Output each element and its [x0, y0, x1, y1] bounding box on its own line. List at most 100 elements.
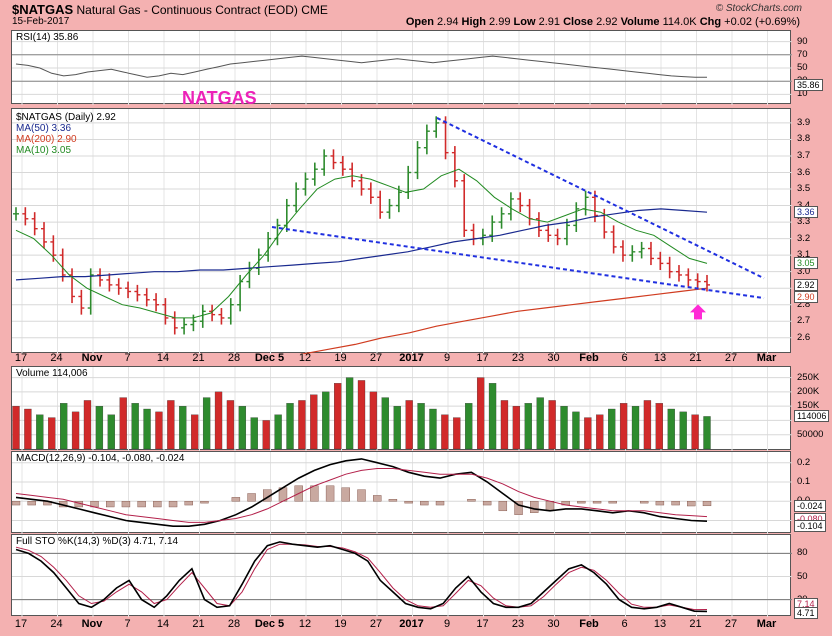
x-tick-label: 17	[14, 352, 28, 364]
price-tick-label: 3.2	[797, 232, 811, 244]
volume-bar	[107, 414, 115, 450]
sto-d-line	[15, 543, 708, 611]
x-tick-label: Mar	[756, 618, 777, 630]
sto-k-tag: 4.71	[794, 607, 818, 620]
volume-bar	[334, 383, 342, 450]
macd-histogram-bar	[435, 501, 445, 506]
legend-price: $NATGAS (Daily) 2.92	[16, 112, 116, 123]
legend-ma50: MA(50) 3.36	[16, 123, 72, 134]
ma50-line	[15, 208, 708, 281]
x-tick-label: Dec 5	[254, 618, 285, 630]
rsi-tick-label: 90	[797, 35, 808, 47]
volume-bar	[619, 403, 628, 450]
rsi-tick-label: 10	[797, 88, 808, 100]
macd-histogram-bar	[404, 501, 413, 504]
macd-histogram-bar	[168, 501, 178, 508]
rsi-tick-label: 70	[797, 48, 808, 60]
legend-ma200: MA(200) 2.90	[16, 134, 77, 145]
volume-bar	[191, 414, 199, 450]
price-panel: $NATGAS (Daily) 2.92 MA(50) 3.36 MA(200)…	[11, 108, 792, 354]
x-tick-label: Dec 5	[254, 352, 285, 364]
x-tick-label: 21	[192, 352, 205, 364]
volume-bar	[83, 400, 92, 450]
x-tick-label: 28	[227, 618, 241, 630]
volume-bar	[143, 408, 151, 450]
x-tick-label: 27	[724, 352, 738, 364]
volume-bar	[167, 400, 175, 450]
macd-histogram-bar	[137, 501, 146, 508]
chg-label: Chg	[699, 16, 722, 28]
brand-watermark: © StockCharts.com	[715, 3, 802, 14]
rsi-panel: RSI(14) 35.86	[11, 30, 792, 105]
x-tick-label: 17	[476, 352, 489, 364]
macd-histogram-bar	[498, 501, 508, 512]
x-axis-bottom: 17 24 Nov 7 14 21 28 Dec 5 12 19 27 2017 9 17 23 30 Feb 6…	[11, 618, 791, 632]
macd-tick-label: 0.1	[797, 475, 811, 487]
exchange: CME	[301, 3, 328, 17]
x-tick-label: 2017	[399, 618, 424, 630]
macd-histogram-bar	[687, 501, 696, 507]
macd-histogram-bar	[231, 497, 241, 502]
volume-bar	[298, 400, 306, 450]
volume-tick-label: 150K	[797, 400, 820, 412]
rsi-tick-label: 50	[797, 62, 808, 73]
x-tick-label: 27	[369, 618, 383, 630]
volume-plot	[12, 367, 792, 451]
macd-histogram-bar	[106, 501, 115, 508]
x-tick-label: 17	[476, 618, 489, 630]
volume-bar	[226, 400, 235, 450]
macd-panel: MACD(12,26,9) -0.104, -0.080, -0.024	[11, 451, 792, 534]
x-tick-label: Nov	[81, 352, 103, 364]
macd-histogram-bar	[639, 501, 649, 504]
volume-bar	[71, 411, 80, 450]
natgas-annotation: NATGAS	[182, 88, 257, 108]
x-tick-label: 7	[124, 352, 131, 364]
macd-plot	[12, 452, 792, 534]
volume-legend: Volume 114,006	[16, 368, 88, 379]
sto-tick-label: 80	[797, 547, 808, 559]
x-tick-label: 13	[653, 618, 667, 630]
macd-histogram-bar	[514, 501, 523, 515]
x-tick-label: 12	[298, 618, 312, 630]
volume-bar	[703, 416, 711, 450]
volume-bar	[95, 405, 104, 450]
volume-bar	[465, 403, 473, 450]
macd-histogram-bar	[655, 501, 665, 506]
x-tick-label: 21	[192, 618, 205, 630]
volume-tag: 114006	[794, 410, 830, 423]
volume-bar	[345, 377, 354, 450]
price-tick-label: 2.8	[797, 298, 811, 310]
x-tick-label: 21	[689, 352, 702, 364]
volume-bar	[488, 383, 497, 450]
volume-bar	[572, 411, 580, 450]
volume-bar	[548, 400, 556, 450]
volume-bar	[36, 414, 44, 450]
price-tick-label: 3.1	[797, 249, 811, 261]
macd-histogram-bar	[310, 485, 319, 502]
price-plot	[12, 109, 792, 354]
x-tick-label: 27	[369, 352, 383, 364]
volume-bar	[500, 400, 509, 450]
volume-bar	[179, 405, 187, 450]
sto-panel: Full STO %K(14,3) %D(3) 4.71, 7.14	[11, 534, 792, 617]
rsi-line	[15, 55, 707, 78]
sto-legend: Full STO %K(14,3) %D(3) 4.71, 7.14	[16, 536, 179, 547]
volume-bar	[631, 405, 640, 450]
macd-histogram-bar	[247, 493, 256, 502]
chart-header: $NATGAS Natural Gas - Continuous Contrac…	[0, 0, 832, 30]
macd-histogram-bar	[153, 501, 162, 508]
price-tick-label: 3.5	[797, 183, 811, 195]
volume-bar	[274, 414, 282, 450]
low-label: Low	[513, 16, 536, 28]
x-tick-label: 2017	[399, 352, 424, 364]
volume-bar	[24, 408, 32, 450]
signal-line	[15, 468, 708, 523]
volume-label: Volume	[620, 16, 660, 28]
close-tag: 2.92	[794, 278, 818, 291]
macd-histogram-bar	[200, 501, 209, 504]
volume-bar	[214, 391, 223, 450]
x-tick-label: 12	[298, 352, 312, 364]
x-tick-label: 9	[443, 352, 451, 364]
price-tick-label: 3.6	[797, 166, 811, 178]
x-tick-label: 23	[511, 352, 525, 364]
